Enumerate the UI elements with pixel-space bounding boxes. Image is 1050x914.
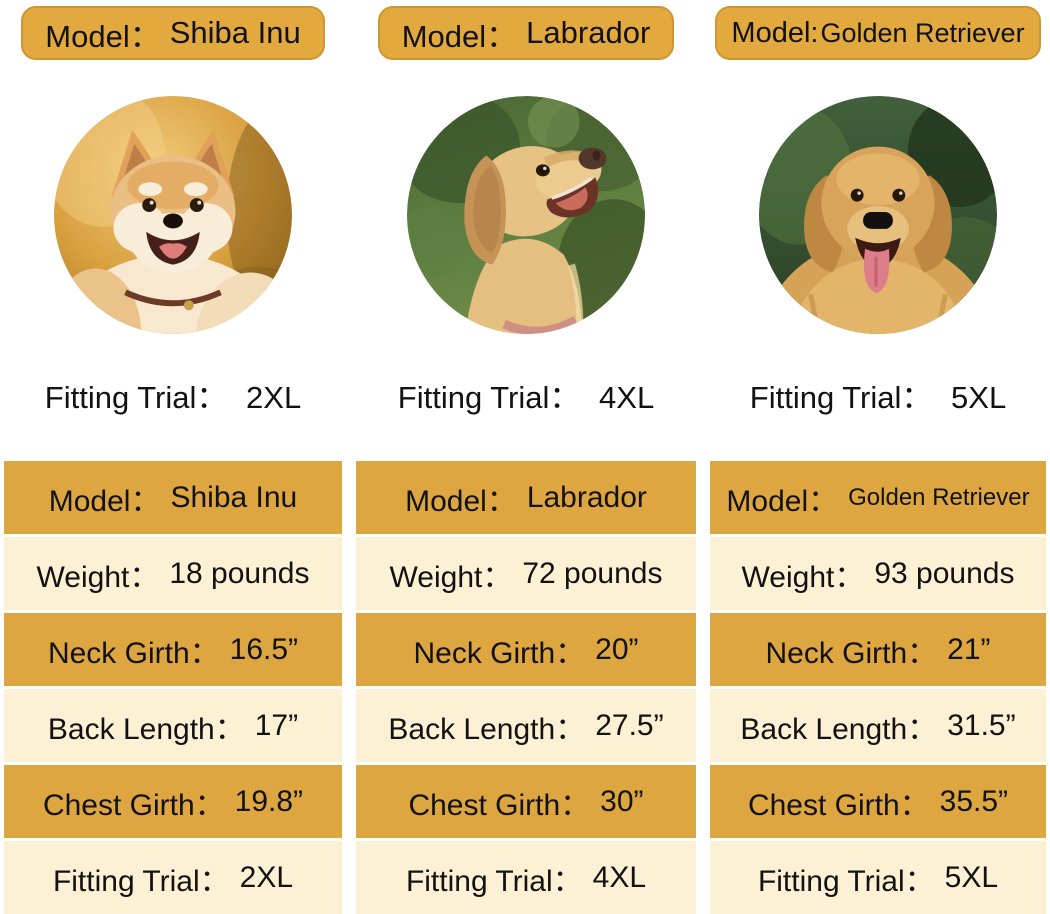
row-value: 30” [600,784,644,818]
row-value: 16.5” [229,632,299,666]
golden-retriever-illustration [759,96,997,334]
fitting-trial-caption: Fitting Trial： 5XL [710,372,1046,417]
row-label: Chest Girth： [747,788,930,822]
model-badge-value: Labrador [526,15,651,50]
model-badge-label: Model： [401,18,518,54]
model-badge: Model: Golden Retriever [715,6,1041,60]
model-badge-value: Shiba Inu [169,15,301,50]
row-label: Model： [726,484,839,518]
shiba-inu-photo [54,96,292,334]
table-row-back-length: Back Length： 27.5” [356,689,696,762]
table-row-model: Model： Golden Retriever [710,461,1046,534]
row-value: 17” [254,708,299,742]
row-label: Chest Girth： [408,788,591,822]
row-label: Fitting Trial： [757,864,935,898]
row-label: Fitting Trial： [52,864,230,898]
table-row-neck-girth: Neck Girth： 16.5” [4,613,342,686]
fitting-trial-label: Fitting Trial： [397,380,581,415]
row-value: 35.5” [939,784,1009,818]
size-spec-table: Model： Golden Retriever Weight： 93 pound… [710,461,1046,914]
row-label: Model： [405,484,517,518]
badge-row: Model： Shiba Inu [4,6,342,62]
row-label: Weight： [36,560,160,594]
row-label: Back Length： [388,712,586,746]
table-row-weight: Weight： 93 pounds [710,537,1046,610]
row-value: 2XL [239,860,294,894]
shiba-inu-illustration [54,96,292,334]
table-row-neck-girth: Neck Girth： 20” [356,613,696,686]
row-value: Labrador [526,480,647,514]
model-badge-label: Model： [45,18,161,54]
row-value: 4XL [592,860,647,894]
golden-retriever-photo [759,96,997,334]
table-row-weight: Weight： 72 pounds [356,537,696,610]
row-label: Weight： [741,560,865,594]
model-badge: Model： Labrador [377,6,675,60]
row-label: Back Length： [47,712,245,746]
fitting-trial-value: 4XL [599,380,655,415]
labrador-illustration [407,96,645,334]
row-label: Fitting Trial： [405,864,583,898]
table-row-chest-girth: Chest Girth： 30” [356,765,696,838]
fitting-trial-caption: Fitting Trial： 4XL [356,372,696,417]
table-row-model: Model： Shiba Inu [4,461,342,534]
row-label: Chest Girth： [42,788,225,822]
row-value: 18 pounds [169,556,310,590]
model-badge: Model： Shiba Inu [21,6,325,60]
table-row-neck-girth: Neck Girth： 21” [710,613,1046,686]
model-column-golden-retriever: Model: Golden Retriever [710,0,1046,914]
row-value: Golden Retriever [848,483,1030,511]
row-value: 93 pounds [874,556,1015,590]
row-value: 19.8” [234,784,304,818]
labrador-photo [407,96,645,334]
row-value: 5XL [944,860,999,894]
badge-row: Model: Golden Retriever [710,6,1046,62]
table-row-chest-girth: Chest Girth： 35.5” [710,765,1046,838]
row-value: 21” [947,632,991,666]
badge-row: Model： Labrador [356,6,696,62]
table-row-fitting-trial: Fitting Trial： 4XL [356,841,696,914]
row-label: Neck Girth： [765,636,938,670]
row-value: 72 pounds [522,556,663,590]
row-value: Shiba Inu [170,480,298,514]
row-value: 27.5” [595,708,664,742]
model-badge-value: Golden Retriever [820,17,1025,48]
fitting-trial-label: Fitting Trial： [44,380,228,415]
fitting-trial-value: 2XL [246,380,302,415]
size-spec-table: Model： Shiba Inu Weight： 18 pounds Neck … [4,461,342,914]
table-row-back-length: Back Length： 31.5” [710,689,1046,762]
model-badge-label: Model: [731,16,819,49]
table-row-fitting-trial: Fitting Trial： 2XL [4,841,342,914]
table-row-weight: Weight： 18 pounds [4,537,342,610]
row-label: Model： [48,484,161,518]
model-column-shiba-inu: Model： Shiba Inu [4,0,342,914]
row-value: 31.5” [947,708,1016,742]
row-label: Weight： [389,560,513,594]
table-row-back-length: Back Length： 17” [4,689,342,762]
table-row-chest-girth: Chest Girth： 19.8” [4,765,342,838]
model-column-labrador: Model： Labrador [356,0,696,914]
table-row-model: Model： Labrador [356,461,696,534]
fitting-trial-value: 5XL [951,380,1007,415]
row-label: Neck Girth： [47,636,220,670]
size-spec-table: Model： Labrador Weight： 72 pounds Neck G… [356,461,696,914]
row-label: Neck Girth： [413,636,586,670]
fitting-trial-label: Fitting Trial： [749,380,933,415]
table-row-fitting-trial: Fitting Trial： 5XL [710,841,1046,914]
fitting-trial-caption: Fitting Trial： 2XL [4,372,342,417]
row-value: 20” [595,632,639,666]
row-label: Back Length： [740,712,938,746]
